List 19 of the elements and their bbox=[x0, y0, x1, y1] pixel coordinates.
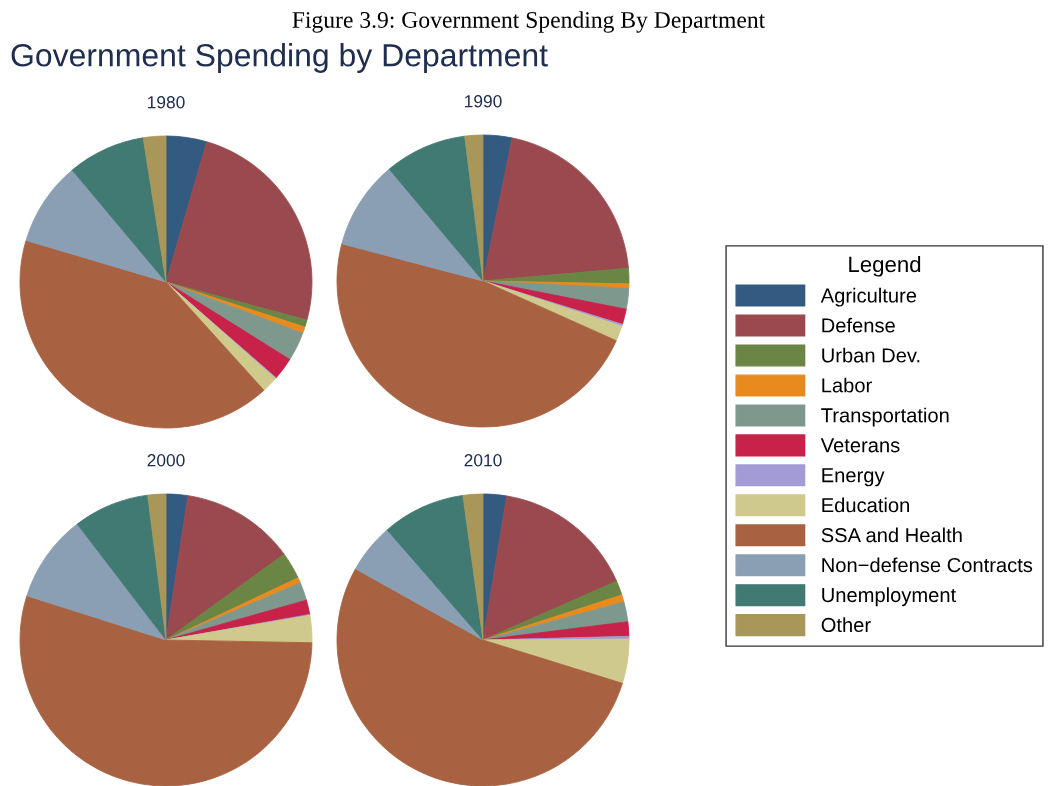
legend-label: Non−defense Contracts bbox=[822, 557, 1033, 573]
legend-label: SSA and Health bbox=[821, 527, 962, 543]
text: Government Spending by Department bbox=[11, 43, 548, 73]
legend-label: Agriculture bbox=[820, 287, 917, 307]
legend-title: Legend bbox=[849, 255, 921, 277]
legend-label: Unemployment bbox=[822, 587, 957, 607]
chart-title: 2010 bbox=[464, 454, 502, 467]
legend-label: Other bbox=[821, 617, 871, 633]
legend-label: Labor bbox=[822, 377, 872, 393]
legend-label: Defense bbox=[822, 317, 895, 333]
legend-label: Transportation bbox=[821, 407, 949, 427]
legend-label: Veterans bbox=[820, 438, 900, 453]
caption: Figure 3.9: Government Spending By Department bbox=[292, 11, 766, 33]
legend-label: Urban Dev. bbox=[822, 347, 920, 363]
chart-title: 1980 bbox=[148, 96, 185, 109]
chart-title: 1990 bbox=[465, 95, 502, 108]
chart-title: 2000 bbox=[147, 454, 185, 467]
legend-label: Education bbox=[822, 497, 909, 513]
legend-label: Energy bbox=[822, 468, 885, 487]
